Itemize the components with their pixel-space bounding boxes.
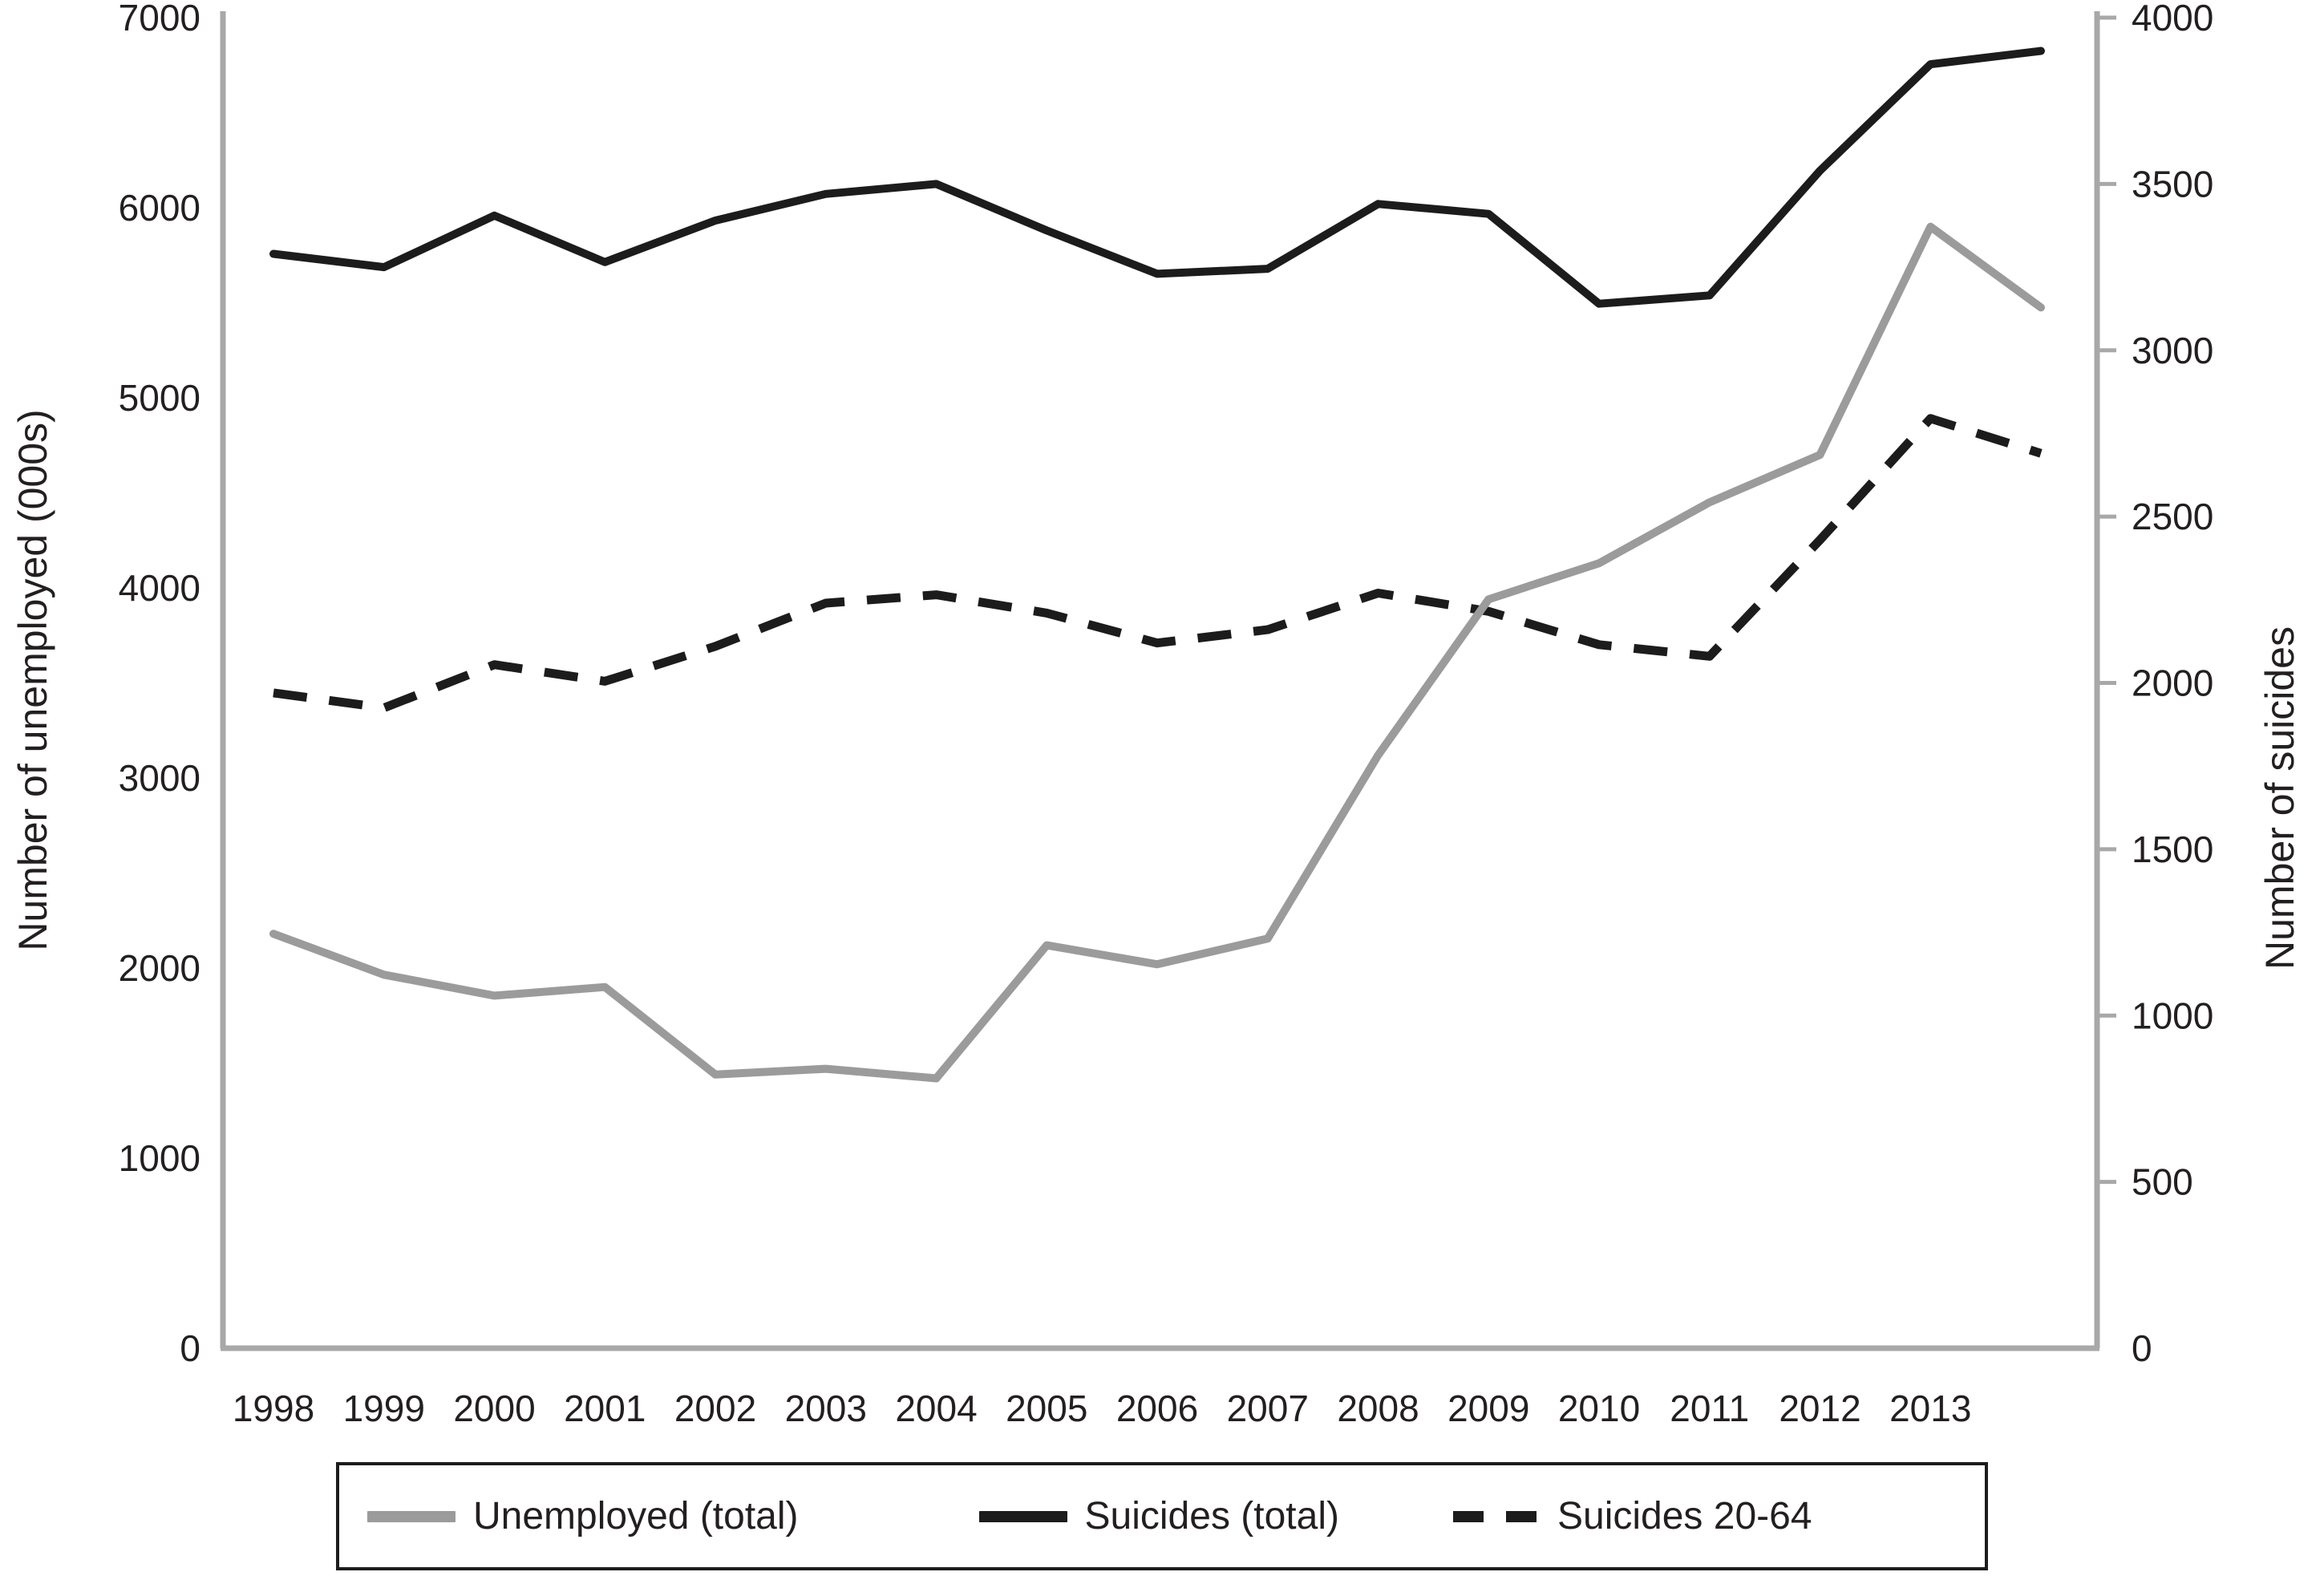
left-axis-tick-label: 1000	[119, 1137, 200, 1179]
legend-item-unemployed-total-: Unemployed (total)	[367, 1494, 799, 1538]
series-line-unemployed-total-	[269, 222, 2045, 1083]
x-axis-year-label: 2011	[1670, 1388, 1749, 1429]
line-swatch-icon	[367, 1510, 455, 1522]
x-axis-tick-labels: 1998 1999 2000 2001 2002 2003 2004 2005 2006 2007…	[233, 1388, 1972, 1429]
x-axis-year-label: 2008	[1337, 1388, 1419, 1429]
x-axis-year-label: 2004	[895, 1388, 977, 1429]
legend-label: Unemployed (total)	[473, 1495, 799, 1538]
x-axis-year-label: 2000	[453, 1388, 535, 1429]
x-axis-year-label: 2007	[1227, 1388, 1309, 1429]
right-axis-tick-label: 1000	[2132, 995, 2213, 1036]
series-lines	[269, 47, 2045, 1083]
left-axis-tick-labels: 0 1000 2000 3000 4000 5000 6000 7000	[119, 0, 200, 1369]
dashed-line-swatch-icon	[1452, 1510, 1538, 1522]
x-axis-year-label: 2013	[1889, 1388, 1971, 1429]
right-axis-tick-label: 0	[2132, 1327, 2152, 1369]
x-axis-year-label: 1999	[343, 1388, 425, 1429]
right-axis-tick-labels: 0 500 1000 1500 2000 2500 3000 3500 4000	[2132, 0, 2213, 1369]
right-axis-tick-label: 500	[2132, 1161, 2193, 1203]
legend-item-suicides-20-64: Suicides 20-64	[1451, 1494, 1812, 1538]
left-axis-tick-label: 5000	[119, 377, 200, 419]
x-axis-year-label: 2010	[1558, 1388, 1640, 1429]
right-axis-tick-label: 2500	[2132, 496, 2213, 537]
right-axis-title: Number of suicides	[2257, 626, 2302, 970]
line-swatch-icon	[978, 1510, 1067, 1522]
right-axis-tick-label: 4000	[2132, 0, 2213, 38]
left-axis-tick-label: 0	[180, 1327, 200, 1369]
right-axis-ticks	[2097, 15, 2116, 1185]
legend: Unemployed (total) Suicides (total) Suicid…	[336, 1462, 1988, 1570]
series-line-suicides-total-	[269, 47, 2045, 308]
legend-label: Suicides (total)	[1084, 1495, 1339, 1538]
left-axis-tick-label: 6000	[119, 187, 200, 229]
right-axis-tick-label: 2000	[2132, 662, 2213, 704]
legend-label: Suicides 20-64	[1557, 1495, 1812, 1538]
right-axis-tick-label: 1500	[2132, 829, 2213, 870]
left-axis-tick-label: 7000	[119, 0, 200, 38]
x-axis-year-label: 2012	[1779, 1388, 1860, 1429]
x-axis-year-label: 1998	[233, 1388, 314, 1429]
x-axis-year-label: 2005	[1006, 1388, 1087, 1429]
x-axis-year-label: 2003	[785, 1388, 867, 1429]
right-axis-tick-label: 3500	[2132, 163, 2213, 205]
left-axis-title: Number of unemployed (000s)	[10, 409, 55, 950]
x-axis-year-label: 2006	[1116, 1388, 1198, 1429]
axis-lines	[220, 11, 2100, 1351]
left-axis-tick-label: 4000	[119, 567, 200, 609]
left-axis-tick-label: 3000	[119, 757, 200, 799]
x-axis-year-label: 2001	[564, 1388, 646, 1429]
legend-item-suicides-total-: Suicides (total)	[978, 1494, 1339, 1538]
x-axis-year-label: 2009	[1447, 1388, 1529, 1429]
right-axis-tick-label: 3000	[2132, 330, 2213, 371]
series-line-suicides-20-64	[273, 414, 2043, 713]
x-axis-year-label: 2002	[674, 1388, 756, 1429]
left-axis-tick-label: 2000	[119, 947, 200, 989]
